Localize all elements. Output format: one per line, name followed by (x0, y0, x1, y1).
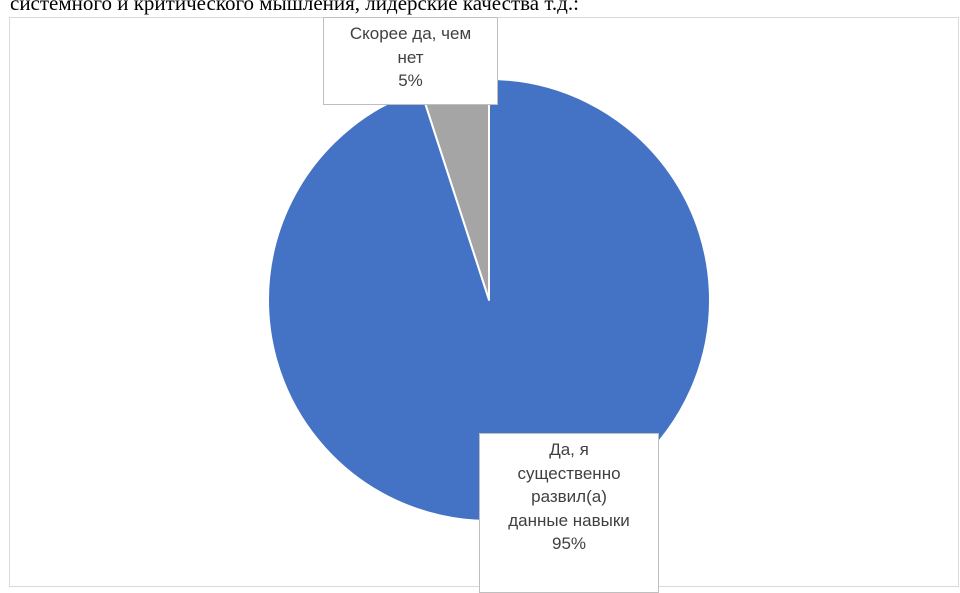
pie-chart (267, 78, 711, 522)
data-label-rather-yes-line-1: Скорее да, чем (349, 24, 472, 43)
data-label-yes-line-3: развил(а) (531, 487, 607, 506)
data-label-yes-percent: 95% (551, 534, 587, 553)
data-label-rather-yes-line-2: нет (397, 47, 424, 67)
data-label-yes-line-2: существенно (517, 463, 621, 483)
data-label-yes-line-1: Да, я (549, 440, 589, 459)
heading-strip: системного и критического мышления, лиде… (0, 0, 960, 16)
data-label-rather-yes-percent: 5% (398, 71, 423, 90)
data-label-rather-yes: Скорее да, чем нет 5% (323, 17, 498, 105)
data-label-yes: Да, я существенно развил(а) данные навык… (479, 433, 659, 593)
question-heading: системного и критического мышления, лиде… (10, 0, 579, 15)
data-label-yes-line-4: данные навыки (508, 510, 630, 530)
